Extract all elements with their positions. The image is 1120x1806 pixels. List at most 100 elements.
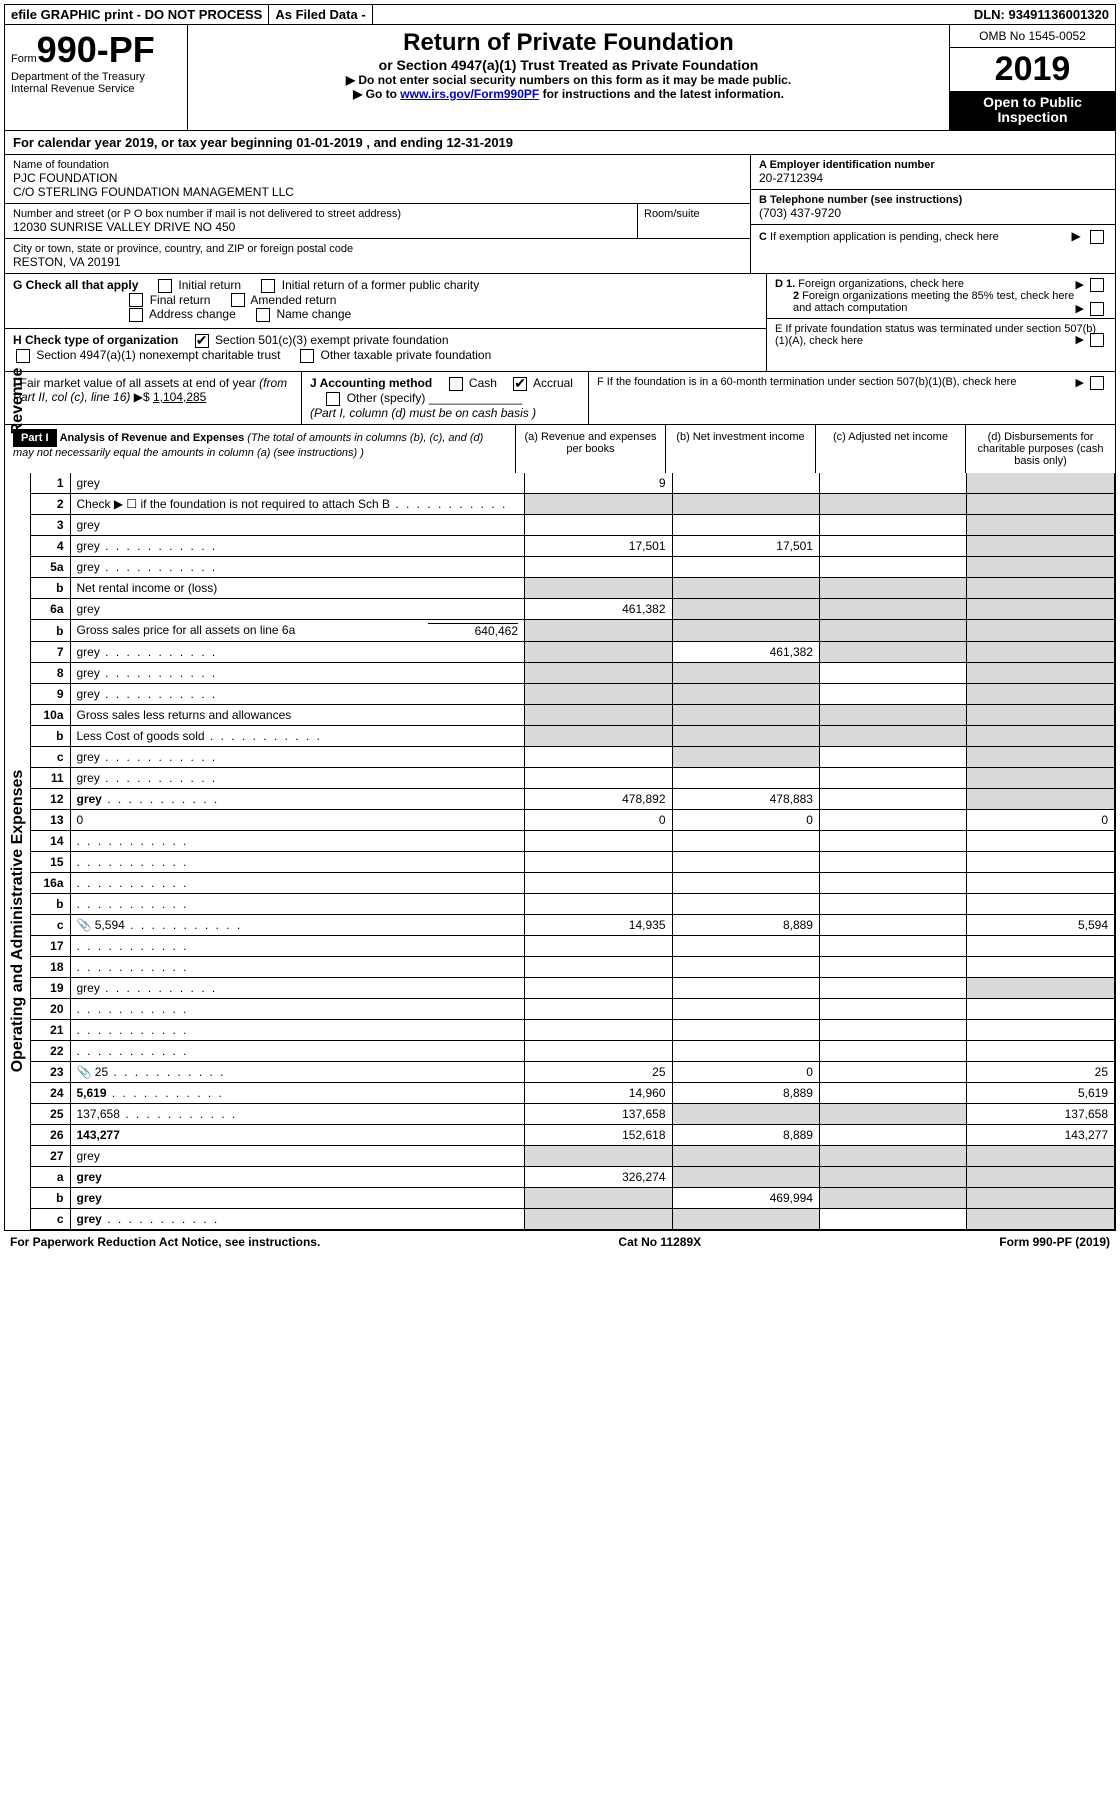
line-number: 21 [31, 1019, 70, 1040]
line-number: 9 [31, 683, 70, 704]
line-desc: Gross sales less returns and allowances [70, 704, 525, 725]
table-row: 3grey [31, 514, 1114, 535]
table-row: 12grey478,892478,883 [31, 788, 1114, 809]
room-label: Room/suite [644, 208, 744, 220]
table-row: cgrey [31, 746, 1114, 767]
amt-d [967, 767, 1115, 788]
table-row: 1grey9 [31, 473, 1114, 494]
tax-year: 2019 [950, 48, 1115, 91]
line-desc: 📎 25 [70, 1061, 525, 1082]
amt-c [819, 1061, 966, 1082]
amt-b: 469,994 [672, 1187, 819, 1208]
line-number: 2 [31, 493, 70, 514]
amt-a [525, 998, 672, 1019]
amt-a [525, 662, 672, 683]
chk-other-tax[interactable] [300, 349, 314, 363]
col-a-header: (a) Revenue and expenses per books [516, 425, 666, 473]
f-label: F If the foundation is in a 60-month ter… [597, 376, 1016, 388]
chk-accrual[interactable] [513, 377, 527, 391]
amt-b: 478,883 [672, 788, 819, 809]
chk-address[interactable] [129, 308, 143, 322]
amt-b [672, 619, 819, 641]
open-public-badge: Open to Public Inspection [950, 91, 1115, 130]
chk-initial[interactable] [158, 279, 172, 293]
amt-a [525, 872, 672, 893]
amt-d [967, 830, 1115, 851]
table-row: 15 [31, 851, 1114, 872]
j-note: (Part I, column (d) must be on cash basi… [310, 406, 536, 420]
chk-d1[interactable] [1090, 278, 1104, 292]
chk-d2[interactable] [1090, 302, 1104, 316]
line-desc: grey [70, 1208, 525, 1229]
chk-501c3[interactable] [195, 334, 209, 348]
amt-a [525, 704, 672, 725]
amt-c [819, 704, 966, 725]
header-left: Form990-PF Department of the Treasury In… [5, 25, 188, 130]
amt-b [672, 725, 819, 746]
chk-amended[interactable] [231, 293, 245, 307]
table-row: 26143,277152,6188,889143,277 [31, 1124, 1114, 1145]
amt-a: 14,935 [525, 914, 672, 935]
footer-right: Form 990-PF (2019) [999, 1235, 1110, 1249]
line-number: c [31, 914, 70, 935]
table-row: 10aGross sales less returns and allowanc… [31, 704, 1114, 725]
chk-other-method[interactable] [326, 392, 340, 406]
amt-b [672, 767, 819, 788]
amt-a: 478,892 [525, 788, 672, 809]
foundation-name: PJC FOUNDATION [13, 171, 742, 185]
amt-d [967, 872, 1115, 893]
line-number: 22 [31, 1040, 70, 1061]
table-row: 5agrey [31, 556, 1114, 577]
line-desc: grey [70, 683, 525, 704]
amt-d: 0 [967, 809, 1115, 830]
amt-b [672, 704, 819, 725]
amt-c [819, 473, 966, 494]
chk-final[interactable] [129, 293, 143, 307]
amt-d [967, 956, 1115, 977]
amt-a [525, 830, 672, 851]
amt-a: 25 [525, 1061, 672, 1082]
line-desc: grey [70, 977, 525, 998]
amt-d: 137,658 [967, 1103, 1115, 1124]
amt-d [967, 535, 1115, 556]
amt-d [967, 788, 1115, 809]
amt-d [967, 935, 1115, 956]
irs-link[interactable]: www.irs.gov/Form990PF [400, 87, 539, 101]
amt-b [672, 683, 819, 704]
amt-b [672, 1145, 819, 1166]
part1-title: Analysis of Revenue and Expenses [60, 432, 245, 444]
amt-c [819, 1019, 966, 1040]
amt-c [819, 1187, 966, 1208]
amt-d [967, 851, 1115, 872]
table-row: 14 [31, 830, 1114, 851]
amt-c [819, 514, 966, 535]
chk-e[interactable] [1090, 333, 1104, 347]
amt-d: 143,277 [967, 1124, 1115, 1145]
amt-b: 461,382 [672, 641, 819, 662]
chk-cash[interactable] [449, 377, 463, 391]
chk-f[interactable] [1090, 376, 1104, 390]
line-desc: grey [70, 641, 525, 662]
amt-c [819, 767, 966, 788]
amt-c [819, 493, 966, 514]
amt-b [672, 746, 819, 767]
line-number: 5a [31, 556, 70, 577]
amt-a [525, 977, 672, 998]
chk-initial-former[interactable] [261, 279, 275, 293]
amt-c [819, 809, 966, 830]
line-desc: Gross sales price for all assets on line… [70, 619, 525, 641]
amt-b [672, 514, 819, 535]
line-desc [70, 998, 525, 1019]
amt-a [525, 641, 672, 662]
chk-name[interactable] [256, 308, 270, 322]
amt-d [967, 683, 1115, 704]
chk-4947[interactable] [16, 349, 30, 363]
attachment-icon[interactable]: 📎 [77, 1065, 92, 1079]
c-checkbox[interactable] [1090, 230, 1104, 244]
amt-c [819, 1082, 966, 1103]
attachment-icon[interactable]: 📎 [77, 918, 92, 932]
amt-b [672, 473, 819, 494]
city-label: City or town, state or province, country… [13, 243, 742, 255]
amt-d: 5,594 [967, 914, 1115, 935]
line-desc: grey [70, 1145, 525, 1166]
